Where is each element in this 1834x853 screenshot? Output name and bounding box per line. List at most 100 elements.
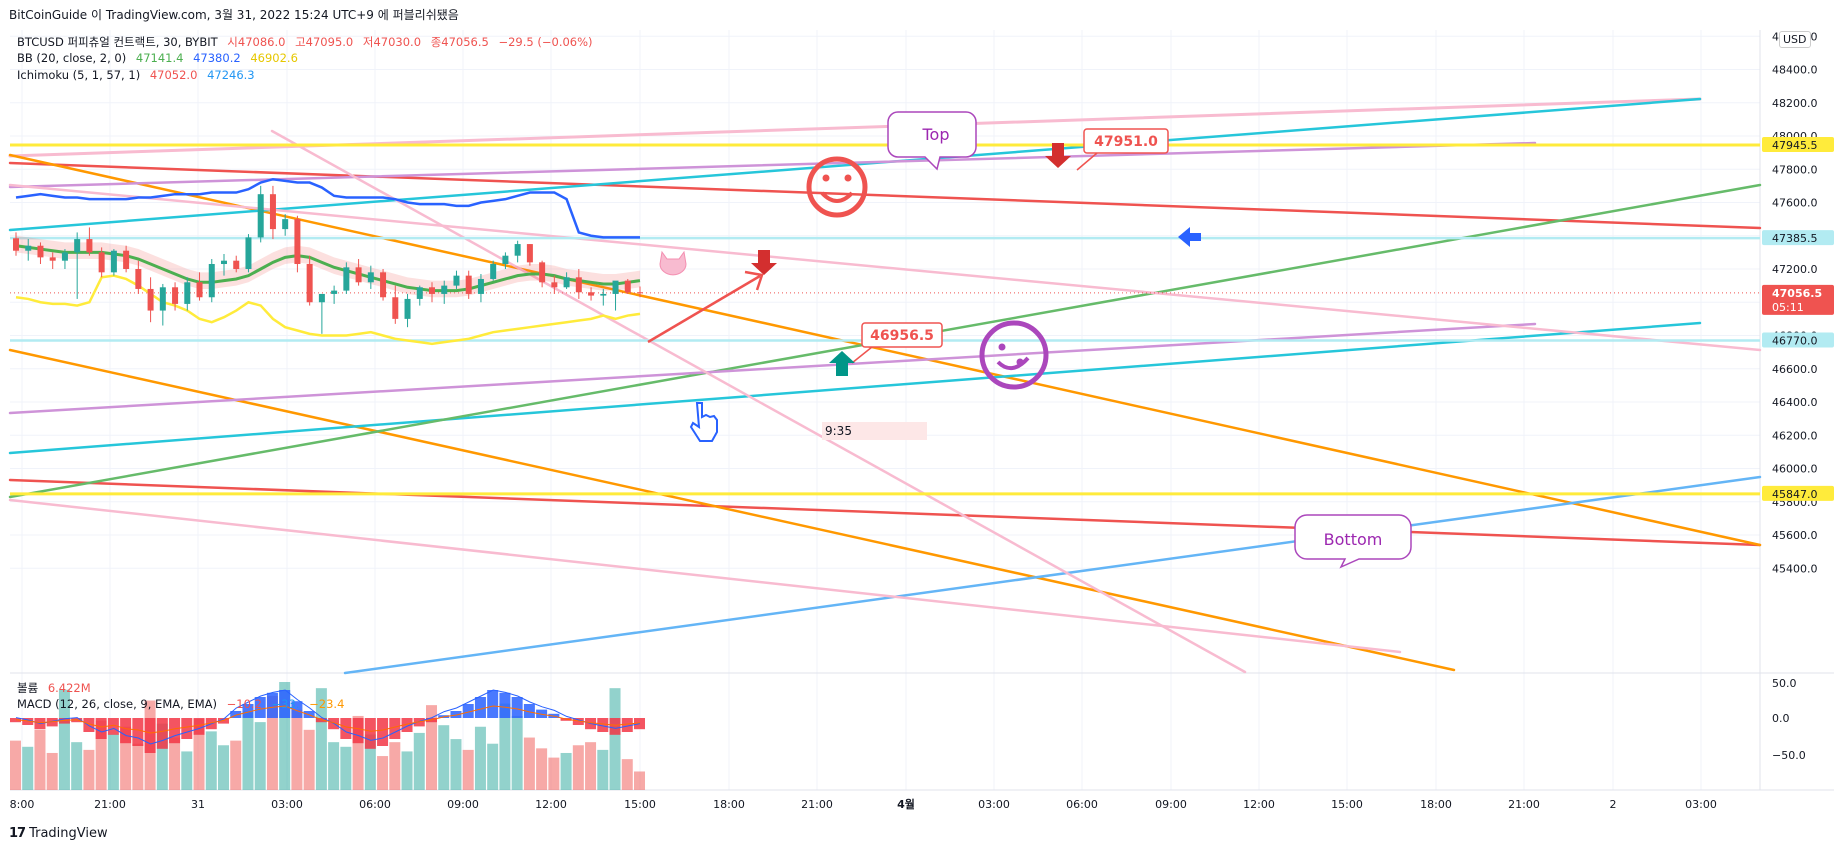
volume-bar — [120, 726, 132, 790]
volume-bar — [107, 734, 119, 790]
top-callout-text: Top — [922, 125, 950, 144]
volume-bar — [450, 739, 462, 790]
volume-bar — [10, 740, 21, 790]
time-axis-tick-label: 31 — [191, 798, 205, 811]
legend-bb-label: BB (20, close, 2, 0) — [17, 51, 127, 65]
macd-axis-tick-label: 0.0 — [1772, 712, 1790, 725]
volume-bar — [352, 715, 364, 790]
legend-bb-lower: 46902.6 — [250, 51, 298, 65]
time-axis-tick-label: 12:00 — [535, 798, 567, 811]
tradingview-footer[interactable]: 17 TradingView — [9, 826, 108, 841]
currency-badge[interactable]: USD — [1779, 31, 1811, 48]
candle-body — [477, 278, 484, 294]
volume-bar — [487, 743, 499, 790]
candle-body — [147, 288, 154, 311]
legend-volume-value: 6.422M — [47, 681, 91, 695]
pink-trend-line — [8, 97, 1702, 158]
candle-body — [343, 267, 350, 291]
volume-bar — [377, 756, 389, 790]
legend-ichimoku-2: 47246.3 — [207, 68, 255, 82]
candle-body — [25, 245, 32, 251]
price-tag-countdown: 05:11 — [1772, 301, 1804, 314]
price-axis-tick-label: 48200.0 — [1772, 97, 1818, 110]
volume-bar — [609, 688, 621, 790]
volume-bar — [230, 740, 242, 790]
macd-axis-tick-label: 50.0 — [1772, 677, 1797, 690]
legend-volume-row[interactable]: 볼륨 6.422M — [17, 680, 97, 696]
candle-body — [551, 282, 558, 288]
ichimoku-cloud — [16, 235, 640, 298]
legend-close: 종47056.5 — [430, 35, 489, 49]
candle-body — [110, 250, 117, 273]
volume-bar — [58, 689, 70, 790]
candle-body — [490, 264, 497, 279]
legend-ichimoku-label: Ichimoku (5, 1, 57, 1) — [17, 68, 141, 82]
volume-bar — [132, 743, 144, 790]
candle-body — [208, 264, 215, 298]
macd-histogram-bar — [364, 718, 376, 749]
volume-bar — [34, 729, 46, 790]
legend-change: −29.5 (−0.06%) — [498, 35, 593, 49]
volume-bar — [71, 742, 83, 790]
price-axis-tick-label: 45400.0 — [1772, 562, 1818, 575]
bb-lower-line — [15, 274, 641, 346]
volume-bar — [536, 748, 548, 790]
volume-bar — [303, 729, 315, 790]
bottom-callout-text: Bottom — [1324, 530, 1383, 549]
price-tag — [1762, 332, 1834, 348]
volume-bar — [462, 749, 474, 790]
macd-histogram-bar — [266, 692, 278, 718]
tradingview-brand: TradingView — [29, 826, 108, 841]
price-axis-tick-label: 47200.0 — [1772, 263, 1818, 276]
price-note-high: 47951.0 — [1094, 134, 1158, 150]
orange-trend-line-lower — [8, 348, 1456, 672]
confused-face-icon — [979, 320, 1049, 390]
time-axis-tick-label: 15:00 — [624, 798, 656, 811]
legend-bb-row[interactable]: BB (20, close, 2, 0) 47141.4 47380.2 469… — [17, 51, 304, 65]
volume-bar — [328, 742, 340, 790]
candle-body — [184, 282, 191, 304]
macd-histogram-bar — [144, 718, 156, 753]
volume-bar — [572, 745, 584, 790]
price-note-box-low — [861, 322, 943, 348]
legend-volume-label: 볼륨 — [17, 681, 39, 695]
candle-body — [98, 252, 105, 273]
volume-bar — [315, 688, 327, 790]
macd-histogram-bar — [95, 718, 107, 739]
candle-body — [159, 287, 166, 311]
macd-histogram-bar — [107, 718, 119, 735]
volume-bar — [95, 720, 107, 790]
candle-body — [282, 219, 289, 230]
macd-histogram-bar — [377, 718, 389, 746]
volume-bar — [169, 737, 181, 790]
price-note-low: 46956.5 — [870, 328, 934, 344]
macd-histogram-bar — [474, 697, 486, 718]
macd-histogram-bar — [254, 697, 266, 718]
legend-macd-row[interactable]: MACD (12, 26, close, 9, EMA, EMA) −10.2 … — [17, 697, 350, 711]
legend-symbol-row: BTCUSD 퍼피츄얼 컨트랙트, 30, BYBIT 시47086.0 고47… — [17, 34, 599, 50]
candle-body — [526, 244, 533, 263]
legend-macd-3: −23.4 — [309, 697, 345, 711]
volume-bar — [22, 746, 34, 790]
volume-bar — [474, 726, 486, 790]
cyan-trend-line-lower — [8, 321, 1702, 455]
candle-body — [612, 280, 619, 294]
publish-header: BitCoinGuide 이 TradingView.com, 3월 31, 2… — [9, 8, 459, 22]
volume-bar — [279, 682, 291, 790]
price-tag-label: 45847.0 — [1772, 488, 1818, 501]
legend-ichimoku-row[interactable]: Ichimoku (5, 1, 57, 1) 47052.0 47246.3 — [17, 68, 261, 82]
candle-body — [380, 272, 387, 298]
trend-arrow-head — [744, 270, 764, 291]
pink-trend-line-mid — [8, 183, 1762, 352]
volume-bar — [205, 731, 217, 790]
trend-arrow-line — [647, 274, 761, 344]
macd-histogram-bar — [181, 718, 193, 739]
time-axis-tick-label: 06:00 — [1066, 798, 1098, 811]
candle-body — [588, 292, 595, 296]
volume-bar — [413, 732, 425, 790]
volume-bar — [46, 752, 58, 790]
time-axis-tick-label: 21:00 — [1508, 798, 1540, 811]
candle-body — [502, 255, 509, 265]
volume-bar — [548, 757, 560, 790]
